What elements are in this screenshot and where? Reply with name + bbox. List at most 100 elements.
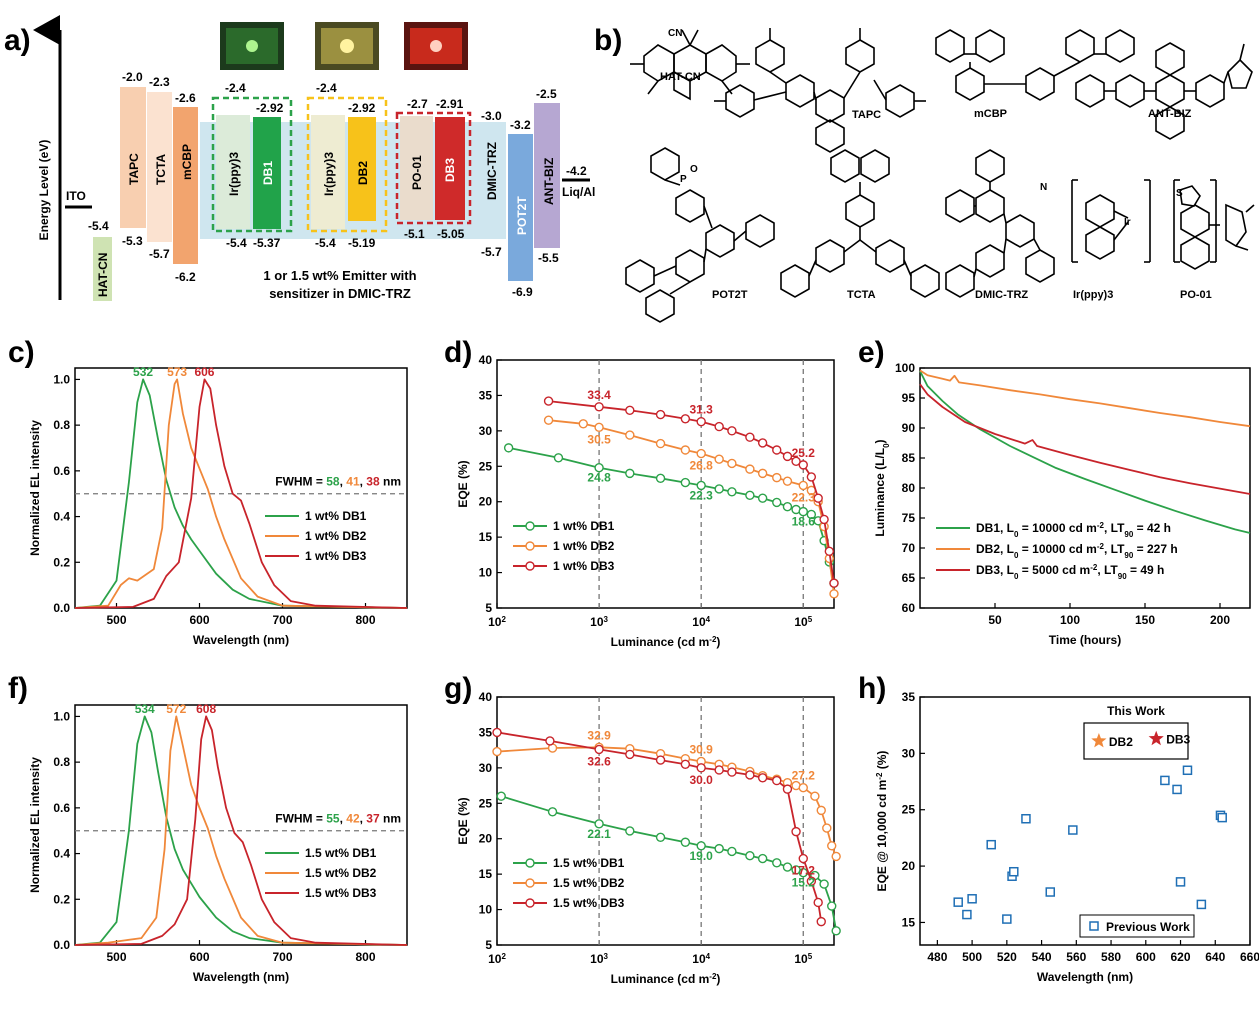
data-point xyxy=(727,458,737,469)
y-tick-label: 90 xyxy=(902,421,916,435)
atom-n: N xyxy=(1040,182,1047,193)
struct-name-po-01: PO-01 xyxy=(1180,289,1212,301)
layer-name-db2: DB2 xyxy=(356,161,370,185)
x-tick-label: 480 xyxy=(927,950,947,964)
layer-hat-cn xyxy=(93,237,112,301)
peak-label: 606 xyxy=(194,365,214,379)
eml-caption-line1: 1 or 1.5 wt% Emitter with xyxy=(263,268,416,283)
legend-marker xyxy=(525,898,535,908)
data-point xyxy=(714,843,724,854)
data-point xyxy=(782,501,793,512)
data-point xyxy=(798,480,808,491)
energy-diagram-panel: a) Energy Level (eV) ITO -5.4 HAT-CN -2.… xyxy=(4,15,595,301)
value-annotation: 25.2 xyxy=(792,446,816,460)
y-tick-label: 25 xyxy=(479,796,493,810)
series-line-3 xyxy=(74,715,408,946)
level-dmic-trz-bottom: -5.7 xyxy=(481,245,502,259)
plot-frame-f xyxy=(74,704,408,946)
scatter-point xyxy=(1160,775,1170,786)
atom-p: P xyxy=(680,174,687,185)
data-point xyxy=(714,484,724,494)
data-point xyxy=(578,419,588,429)
data-point xyxy=(727,426,737,436)
peak-label: 534 xyxy=(135,702,155,716)
scatter-point xyxy=(1196,899,1207,910)
level-name-ito: ITO xyxy=(66,189,86,203)
layer-name-hat-cn: HAT-CN xyxy=(96,253,110,297)
series-line-3 xyxy=(74,378,408,609)
y-tick-label: 0.4 xyxy=(53,510,70,524)
scatter-point xyxy=(1021,813,1031,824)
data-point xyxy=(496,791,506,801)
x-tick-label: 700 xyxy=(272,613,292,627)
data-point xyxy=(655,473,666,484)
y-tick-label: 25 xyxy=(479,459,493,473)
value-annotation: 19.0 xyxy=(689,849,713,863)
level-irppy3-1-top: -2.4 xyxy=(225,81,246,95)
level-tcta-top: -2.3 xyxy=(149,75,170,89)
data-point xyxy=(655,832,666,842)
x-tick-label: 580 xyxy=(1101,950,1121,964)
layer-irppy3-2 xyxy=(311,115,345,229)
layer-name-db1: DB1 xyxy=(261,161,275,185)
data-point xyxy=(745,851,755,861)
struct-name-irppy3: Ir(ppy)3 xyxy=(1073,289,1113,301)
x-tick-label: 103 xyxy=(590,952,608,967)
legend-marker xyxy=(525,561,535,571)
data-point xyxy=(594,463,604,473)
value-annotation: 32.9 xyxy=(587,728,611,742)
layer-name-po-01: PO-01 xyxy=(410,155,424,190)
y-tick-label: 40 xyxy=(479,690,493,704)
scatter-point xyxy=(1068,825,1078,835)
legend-label: 1 wt% DB1 xyxy=(553,519,615,533)
level-irppy3-1-bottom: -5.4 xyxy=(226,236,247,250)
x-axis-label: Luminance (cd m-2) xyxy=(611,972,721,987)
y-tick-label: 15 xyxy=(479,867,493,881)
data-point xyxy=(806,876,817,886)
plot-frame-g xyxy=(496,696,835,946)
struct-name-tapc: TAPC xyxy=(852,109,881,121)
data-point xyxy=(772,445,782,455)
structures-panel: b) xyxy=(594,24,1255,323)
y-axis-label: Normalized EL intensity xyxy=(28,420,42,556)
series-line-2 xyxy=(496,746,838,857)
data-point xyxy=(810,791,820,801)
value-annotation: 32.6 xyxy=(587,754,611,768)
y-tick-label: 20 xyxy=(902,859,916,873)
legend-marker xyxy=(525,858,535,868)
chart-g: 102 103 104 105 5 10 15 20 25 30 35 40 Luminance (cd… xyxy=(456,690,841,987)
x-tick-label: 500 xyxy=(962,950,982,964)
legend-label: 1.5 wt% DB3 xyxy=(305,886,377,900)
data-point xyxy=(791,826,801,837)
x-tick-label: 200 xyxy=(1210,613,1230,627)
legend-label: DB3, L0 = 5000 cd m-2, LT90 = 49 h xyxy=(976,563,1164,581)
scatter-point xyxy=(986,839,996,850)
x-tick-label: 103 xyxy=(590,615,608,630)
y-tick-label: 35 xyxy=(479,388,493,402)
series-line-1 xyxy=(74,715,408,946)
legend-label: 1 wt% DB3 xyxy=(305,549,367,563)
data-point xyxy=(680,445,691,455)
value-annotation: 33.4 xyxy=(587,388,611,402)
level-ant-biz-bottom: -5.5 xyxy=(538,251,559,265)
data-point xyxy=(492,727,502,738)
data-point xyxy=(819,514,829,525)
star-point-db3 xyxy=(1148,730,1164,746)
level-liq-al-value: -4.2 xyxy=(566,164,587,178)
fwhm-label: FWHM = 55, 42, 37 nm xyxy=(275,812,401,826)
data-point xyxy=(625,826,635,836)
x-tick-label: 640 xyxy=(1205,950,1225,964)
atom-s: S xyxy=(1176,188,1183,199)
eml-caption-line2: sensitizer in DMIC-TRZ xyxy=(269,286,411,301)
data-point xyxy=(782,476,793,486)
chart-c: 500 600 700 800 0.0 0.2 0.4 0.6 0.8 1.0 Wavelength… xyxy=(28,365,408,647)
level-mcbp-top: -2.6 xyxy=(175,91,196,105)
level-tcta-bottom: -5.7 xyxy=(149,247,170,261)
data-point xyxy=(745,490,755,501)
x-tick-label: 100 xyxy=(1060,613,1080,627)
layer-mcbp xyxy=(173,107,198,264)
data-point xyxy=(816,805,826,816)
structure-po-01 xyxy=(1173,179,1255,270)
structure-ant-biz xyxy=(1075,42,1253,140)
data-point xyxy=(757,853,768,864)
